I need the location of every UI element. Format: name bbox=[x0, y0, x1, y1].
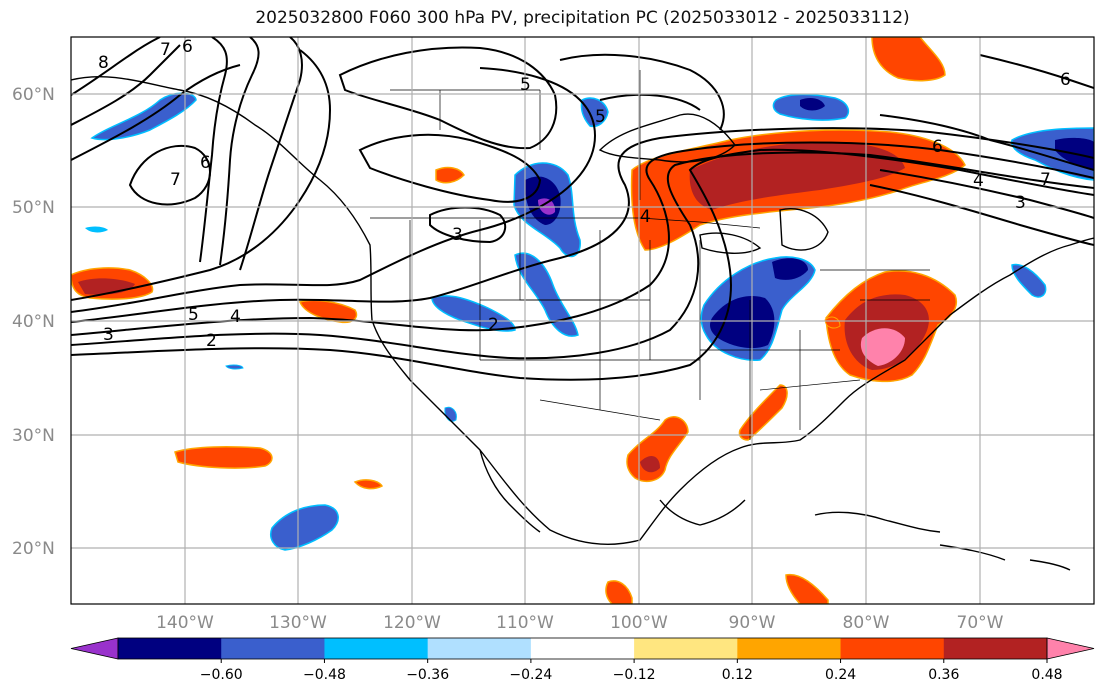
lon-label: 90°W bbox=[729, 613, 776, 633]
contour-label: 3 bbox=[103, 325, 114, 345]
contour-label: 6 bbox=[200, 153, 211, 173]
lat-label: 30°N bbox=[12, 426, 55, 446]
colorbar-segment bbox=[737, 638, 842, 659]
colorbar-segment bbox=[840, 638, 945, 659]
colorbar-segment bbox=[118, 638, 222, 659]
colorbar-extend-high bbox=[1046, 637, 1095, 660]
contour-label: 2 bbox=[206, 331, 217, 351]
colorbar-segment bbox=[634, 638, 738, 659]
colorbar-tick-label: 0.36 bbox=[928, 667, 959, 683]
colorbar-segment bbox=[324, 638, 429, 659]
contour-label: 3 bbox=[1015, 193, 1026, 213]
coastlines bbox=[71, 75, 1094, 571]
colorbar-tick-label: 0.48 bbox=[1031, 667, 1062, 683]
contour-label: 4 bbox=[230, 307, 241, 327]
colorbar-tick-label: −0.36 bbox=[406, 667, 449, 683]
lon-label: 80°W bbox=[843, 613, 890, 633]
lat-label: 60°N bbox=[12, 85, 55, 105]
precip-blue-rockies bbox=[514, 252, 579, 337]
colorbar-tick-label: 0.12 bbox=[722, 667, 753, 683]
lon-label: 120°W bbox=[383, 613, 441, 633]
map-frame bbox=[70, 36, 1095, 605]
colorbar-segment bbox=[221, 638, 325, 659]
contour-label: 4 bbox=[973, 171, 984, 191]
colorbar-tick-label: −0.12 bbox=[613, 667, 656, 683]
political-borders bbox=[370, 70, 930, 440]
contour-label: 8 bbox=[98, 53, 109, 73]
contour-label: 2 bbox=[488, 315, 499, 335]
precip-shading bbox=[71, 37, 1094, 604]
contour-label: 6 bbox=[182, 37, 193, 57]
contour-label: 5 bbox=[188, 305, 199, 325]
colorbar-segment bbox=[943, 638, 1048, 659]
contour-label: 7 bbox=[160, 40, 171, 60]
graticule bbox=[71, 37, 1094, 604]
colorbar-tick-label: −0.48 bbox=[303, 667, 346, 683]
contour-label: 5 bbox=[520, 75, 531, 95]
lon-label: 140°W bbox=[156, 613, 214, 633]
colorbar-tick-label: −0.24 bbox=[509, 667, 552, 683]
contour-label: 4 bbox=[640, 207, 651, 227]
lat-axis: 60°N 50°N 40°N 30°N 20°N bbox=[12, 85, 55, 559]
lon-label: 130°W bbox=[269, 613, 327, 633]
pv-contours bbox=[71, 37, 1094, 381]
lat-label: 20°N bbox=[12, 539, 55, 559]
contour-label: 7 bbox=[170, 170, 181, 190]
contour-label: 3 bbox=[452, 225, 463, 245]
precip-blue-pacific bbox=[270, 504, 339, 551]
lon-label: 100°W bbox=[610, 613, 668, 633]
colorbar-extend-low bbox=[70, 637, 119, 660]
lon-axis: 140°W 130°W 120°W 110°W 100°W 90°W 80°W … bbox=[156, 613, 1004, 633]
contour-label: 5 bbox=[595, 107, 606, 127]
precip-blue-alaska bbox=[90, 92, 197, 141]
lon-label: 110°W bbox=[496, 613, 554, 633]
contour-label: 6 bbox=[1060, 70, 1071, 90]
lat-label: 40°N bbox=[12, 312, 55, 332]
colorbar-tick-label: −0.60 bbox=[200, 667, 243, 683]
colorbar-outline bbox=[117, 637, 1048, 660]
colorbar-segment bbox=[530, 638, 635, 659]
colorbar: −0.60 −0.48 −0.36 −0.24 −0.12 0.12 0.24 0.36 0.4… bbox=[70, 637, 1095, 683]
colorbar-segment bbox=[427, 638, 532, 659]
contour-label: 6 bbox=[932, 137, 943, 157]
lon-label: 70°W bbox=[957, 613, 1004, 633]
lat-label: 50°N bbox=[12, 198, 55, 218]
colorbar-tick-label: 0.24 bbox=[825, 667, 856, 683]
contour-labels: 8 7 6 7 6 5 5 4 3 2 3 4 5 6 4 3 2 7 6 bbox=[98, 37, 1071, 351]
map-title: 2025032800 F060 300 hPa PV, precipitatio… bbox=[255, 8, 910, 28]
contour-label: 7 bbox=[1040, 170, 1051, 190]
